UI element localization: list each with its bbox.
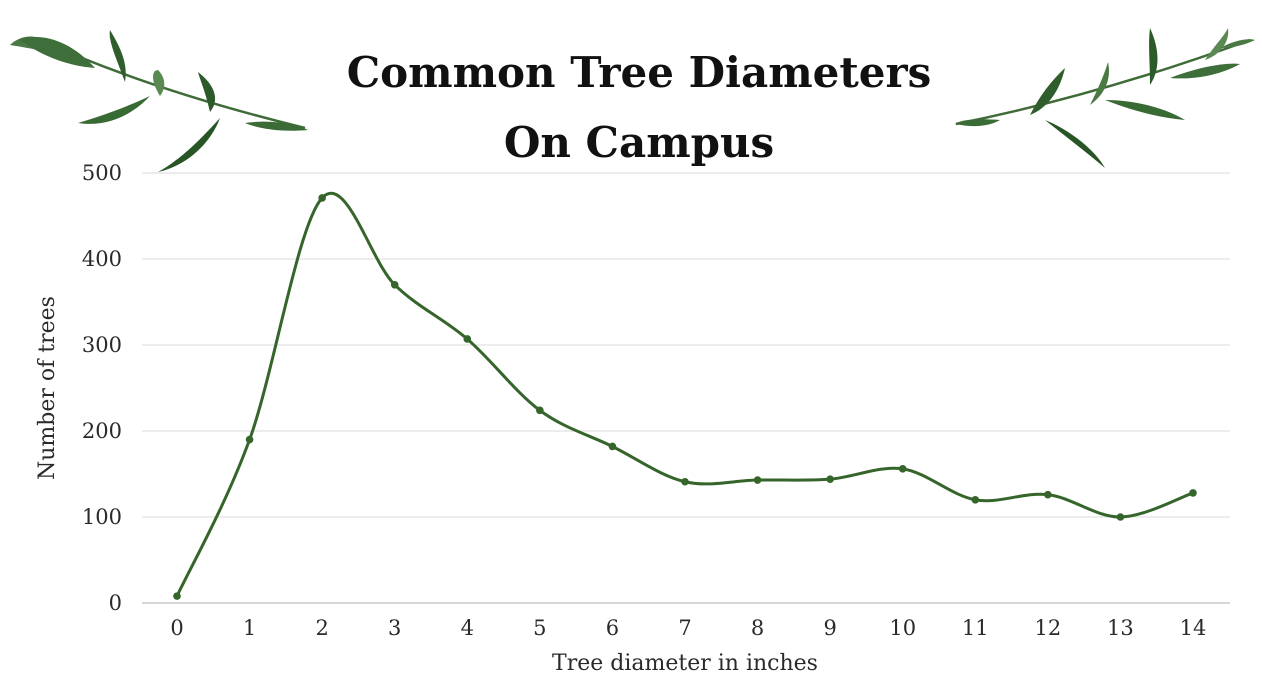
data-point-6 <box>608 442 617 451</box>
x-axis-ticks: 0 1 2 3 4 5 6 7 8 9 10 11 12 13 14 <box>170 616 1206 640</box>
leaf-branch-right-icon <box>955 28 1255 168</box>
data-point-3 <box>390 281 399 289</box>
y-tick-label: 500 <box>82 161 122 185</box>
y-tick-label: 100 <box>82 505 122 529</box>
data-point-1 <box>245 435 254 444</box>
x-tick-label: 9 <box>823 616 836 640</box>
x-tick-label: 7 <box>678 616 691 640</box>
y-tick-label: 0 <box>109 591 122 615</box>
x-tick-label: 2 <box>315 616 328 640</box>
x-tick-label: 5 <box>533 616 546 640</box>
grid-lines <box>142 172 1230 518</box>
x-tick-label: 8 <box>751 616 764 640</box>
data-point-9 <box>826 475 834 483</box>
y-axis-label: Number of trees <box>35 296 60 480</box>
data-point-5 <box>536 406 544 415</box>
y-tick-label: 300 <box>82 333 122 357</box>
y-axis-ticks: 0 100 200 300 400 500 <box>82 161 122 615</box>
series-line <box>175 192 1194 597</box>
x-axis-label: Tree diameter in inches <box>552 651 818 676</box>
y-tick-label: 200 <box>82 419 122 443</box>
data-point-10 <box>898 465 907 473</box>
x-tick-label: 6 <box>606 616 619 640</box>
x-tick-label: 13 <box>1107 616 1134 640</box>
x-tick-label: 14 <box>1180 616 1207 640</box>
data-point-14 <box>1189 489 1197 497</box>
x-tick-label: 1 <box>243 616 256 640</box>
data-point-7 <box>681 477 689 486</box>
data-point-8 <box>753 476 762 484</box>
data-point-13 <box>1116 513 1125 521</box>
y-tick-label: 400 <box>82 247 122 271</box>
chart-title-line-2: On Campus <box>504 118 774 167</box>
data-point-0 <box>173 592 181 600</box>
data-point-12 <box>1044 490 1052 499</box>
data-points <box>173 194 1197 600</box>
x-tick-label: 4 <box>461 616 474 640</box>
x-tick-label: 10 <box>889 616 916 640</box>
data-point-2 <box>318 194 326 202</box>
data-point-11 <box>971 496 980 504</box>
chart-title-line-1: Common Tree Diameters <box>347 48 932 97</box>
leaf-branch-left-icon <box>10 30 308 172</box>
x-tick-label: 3 <box>388 616 401 640</box>
x-tick-label: 0 <box>170 616 183 640</box>
x-tick-label: 12 <box>1034 616 1061 640</box>
x-tick-label: 11 <box>962 616 989 640</box>
data-point-4 <box>463 335 472 343</box>
